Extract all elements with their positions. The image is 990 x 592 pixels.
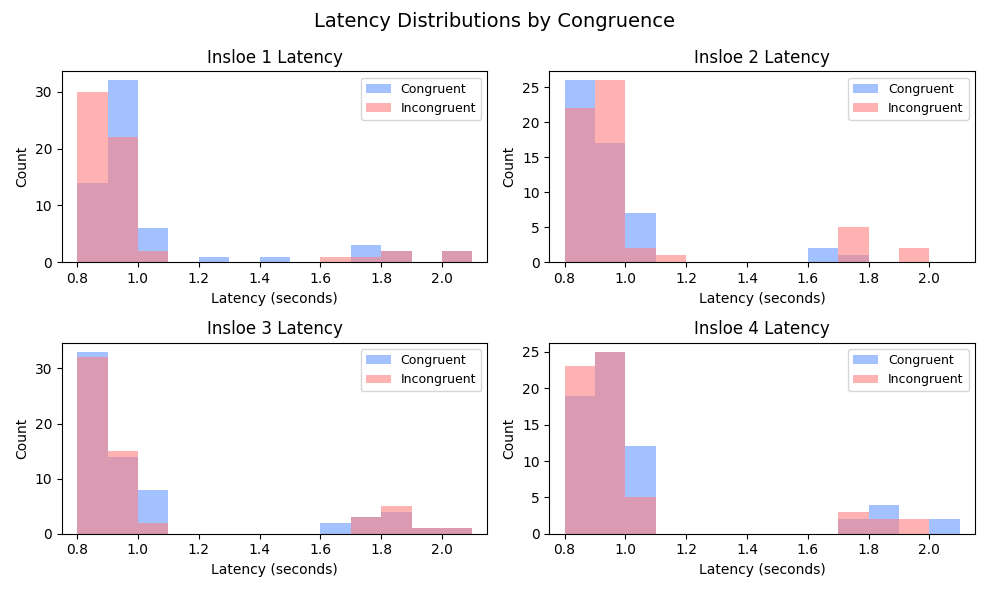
Bar bbox=[381, 251, 412, 262]
Bar bbox=[199, 256, 229, 262]
Bar bbox=[595, 81, 626, 262]
X-axis label: Latency (seconds): Latency (seconds) bbox=[699, 291, 826, 305]
Bar bbox=[595, 143, 626, 262]
X-axis label: Latency (seconds): Latency (seconds) bbox=[211, 563, 338, 577]
Bar bbox=[77, 352, 108, 534]
Bar bbox=[412, 528, 442, 534]
Text: Latency Distributions by Congruence: Latency Distributions by Congruence bbox=[315, 12, 675, 31]
Bar bbox=[108, 81, 138, 262]
X-axis label: Latency (seconds): Latency (seconds) bbox=[211, 291, 338, 305]
Bar bbox=[626, 497, 655, 534]
Bar bbox=[626, 248, 655, 262]
Title: Insloe 2 Latency: Insloe 2 Latency bbox=[694, 49, 831, 67]
Bar bbox=[350, 256, 381, 262]
Bar bbox=[350, 517, 381, 534]
Bar bbox=[138, 228, 168, 262]
Bar bbox=[899, 248, 930, 262]
Bar bbox=[442, 251, 472, 262]
Bar bbox=[564, 366, 595, 534]
Bar bbox=[868, 519, 899, 534]
Y-axis label: Count: Count bbox=[15, 146, 29, 188]
Title: Insloe 1 Latency: Insloe 1 Latency bbox=[207, 49, 343, 67]
Bar bbox=[839, 512, 868, 534]
Bar bbox=[412, 528, 442, 534]
Bar bbox=[899, 519, 930, 534]
Bar bbox=[321, 523, 350, 534]
Bar bbox=[868, 504, 899, 534]
Bar bbox=[259, 256, 290, 262]
Bar bbox=[321, 256, 350, 262]
Bar bbox=[930, 519, 959, 534]
Bar bbox=[564, 81, 595, 262]
Bar bbox=[350, 245, 381, 262]
Legend: Congruent, Incongruent: Congruent, Incongruent bbox=[360, 349, 481, 391]
Legend: Congruent, Incongruent: Congruent, Incongruent bbox=[848, 349, 969, 391]
Bar bbox=[626, 446, 655, 534]
Bar bbox=[626, 213, 655, 262]
Bar bbox=[77, 358, 108, 534]
Bar bbox=[839, 519, 868, 534]
Bar bbox=[839, 227, 868, 262]
Bar bbox=[138, 251, 168, 262]
Bar bbox=[808, 248, 839, 262]
Bar bbox=[564, 395, 595, 534]
Bar bbox=[442, 528, 472, 534]
Bar bbox=[442, 251, 472, 262]
Bar bbox=[77, 92, 108, 262]
Bar bbox=[138, 523, 168, 534]
Bar bbox=[77, 183, 108, 262]
Y-axis label: Count: Count bbox=[15, 417, 29, 459]
Y-axis label: Count: Count bbox=[503, 417, 517, 459]
Bar bbox=[595, 352, 626, 534]
Legend: Congruent, Incongruent: Congruent, Incongruent bbox=[360, 78, 481, 120]
Bar bbox=[442, 528, 472, 534]
Bar bbox=[564, 108, 595, 262]
Bar bbox=[595, 352, 626, 534]
Title: Insloe 4 Latency: Insloe 4 Latency bbox=[694, 320, 830, 339]
Bar bbox=[381, 251, 412, 262]
X-axis label: Latency (seconds): Latency (seconds) bbox=[699, 563, 826, 577]
Bar bbox=[108, 137, 138, 262]
Bar bbox=[350, 517, 381, 534]
Y-axis label: Count: Count bbox=[503, 146, 517, 188]
Title: Insloe 3 Latency: Insloe 3 Latency bbox=[207, 320, 343, 339]
Legend: Congruent, Incongruent: Congruent, Incongruent bbox=[848, 78, 969, 120]
Bar bbox=[108, 451, 138, 534]
Bar bbox=[381, 511, 412, 534]
Bar bbox=[138, 490, 168, 534]
Bar bbox=[381, 506, 412, 534]
Bar bbox=[655, 255, 686, 262]
Bar bbox=[108, 456, 138, 534]
Bar bbox=[839, 255, 868, 262]
